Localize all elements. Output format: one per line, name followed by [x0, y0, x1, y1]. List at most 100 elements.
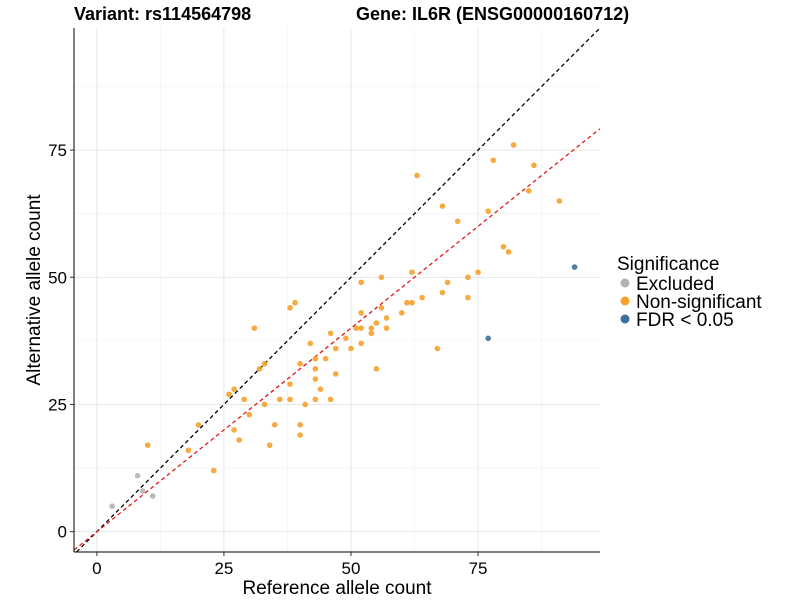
- data-point-non-significant: [287, 396, 293, 403]
- data-point-non-significant: [312, 355, 319, 362]
- data-point-non-significant: [368, 325, 375, 331]
- data-point-non-significant: [500, 243, 507, 250]
- data-point-non-significant: [465, 294, 471, 301]
- data-point-non-significant: [231, 386, 237, 393]
- legend-swatch-fdr: [620, 314, 630, 324]
- data-point-non-significant: [231, 427, 237, 433]
- data-point-non-significant: [343, 335, 349, 342]
- data-point-non-significant: [378, 274, 385, 281]
- data-point-non-significant: [348, 345, 354, 352]
- data-point-non-significant: [358, 340, 364, 347]
- data-point-non-significant: [144, 442, 151, 448]
- data-point-non-significant: [332, 345, 339, 352]
- data-point-non-significant: [368, 330, 375, 337]
- data-point-fdr-0-05: [485, 335, 491, 342]
- data-point-non-significant: [439, 203, 446, 209]
- legend-title: Significance: [617, 254, 719, 275]
- legend-swatch-non-significant: [620, 296, 630, 306]
- data-point-non-significant: [210, 467, 217, 474]
- x-tick-label: 50: [342, 559, 361, 578]
- data-point-non-significant: [266, 442, 273, 448]
- data-point-non-significant: [444, 279, 451, 286]
- data-point-non-significant: [277, 396, 283, 403]
- data-point-non-significant: [383, 325, 390, 331]
- data-point-non-significant: [373, 320, 380, 326]
- data-point-non-significant: [398, 310, 405, 316]
- y-tick-label: 50: [48, 268, 67, 287]
- reference-line-identity: [76, 27, 601, 553]
- data-point-excluded: [109, 503, 115, 510]
- data-point-non-significant: [271, 422, 278, 428]
- data-point-non-significant: [439, 289, 446, 296]
- data-point-non-significant: [485, 208, 491, 214]
- data-point-non-significant: [317, 386, 324, 393]
- data-point-non-significant: [419, 294, 425, 301]
- data-point-non-significant: [312, 376, 319, 382]
- y-tick-label: 25: [48, 395, 67, 414]
- legend-label-non-significant: Non-significant: [636, 292, 762, 313]
- axes: [73, 28, 600, 553]
- data-point-non-significant: [373, 366, 380, 372]
- data-point-non-significant: [409, 269, 415, 275]
- data-point-excluded: [134, 472, 141, 479]
- legend-item-excluded: Excluded: [620, 274, 714, 295]
- variant-title: Variant: rs114564798: [74, 4, 251, 24]
- data-point-non-significant: [322, 355, 329, 362]
- data-point-non-significant: [312, 396, 319, 403]
- gene-title: Gene: IL6R (ENSG00000160712): [356, 4, 629, 24]
- legend-label-fdr: FDR < 0.05: [636, 310, 734, 331]
- data-point-non-significant: [510, 142, 517, 148]
- data-point-non-significant: [312, 366, 319, 372]
- data-points: [109, 142, 578, 510]
- data-point-non-significant: [465, 274, 471, 281]
- legend: Significance Excluded Non-significant FD…: [617, 254, 762, 331]
- data-point-non-significant: [383, 315, 390, 321]
- data-point-non-significant: [505, 249, 512, 255]
- reference-lines: [73, 27, 601, 553]
- data-point-non-significant: [292, 299, 298, 306]
- y-axis-title: Alternative allele count: [24, 194, 45, 386]
- data-point-fdr-0-05: [571, 264, 578, 270]
- data-point-non-significant: [475, 269, 481, 275]
- legend-item-non-significant: Non-significant: [620, 292, 762, 313]
- data-point-non-significant: [526, 187, 532, 194]
- x-tick-label: 0: [92, 559, 101, 578]
- data-point-non-significant: [236, 437, 242, 443]
- x-axis-title: Reference allele count: [242, 578, 432, 599]
- data-point-non-significant: [297, 422, 303, 428]
- data-point-non-significant: [302, 401, 309, 408]
- x-tick-label: 75: [469, 559, 488, 578]
- data-point-non-significant: [195, 422, 202, 428]
- data-point-non-significant: [307, 340, 314, 347]
- y-tick-label: 0: [58, 523, 67, 542]
- data-point-non-significant: [332, 371, 339, 377]
- data-point-non-significant: [434, 345, 441, 352]
- data-point-non-significant: [246, 411, 253, 418]
- data-point-non-significant: [414, 172, 420, 179]
- data-point-non-significant: [327, 396, 334, 403]
- data-point-non-significant: [490, 157, 497, 164]
- data-point-non-significant: [185, 447, 192, 454]
- data-point-non-significant: [358, 325, 364, 331]
- data-point-non-significant: [256, 366, 263, 372]
- y-tick-label: 75: [48, 141, 67, 160]
- legend-swatch-excluded: [620, 278, 630, 288]
- data-point-excluded: [149, 493, 156, 499]
- legend-item-fdr: FDR < 0.05: [620, 310, 734, 331]
- x-tick-label: 25: [214, 559, 233, 578]
- data-point-non-significant: [404, 299, 410, 306]
- data-point-non-significant: [454, 218, 461, 225]
- data-point-non-significant: [297, 360, 303, 367]
- data-point-non-significant: [241, 396, 248, 403]
- data-point-excluded: [139, 488, 146, 494]
- data-point-non-significant: [287, 381, 293, 387]
- data-point-non-significant: [556, 198, 563, 204]
- data-point-non-significant: [251, 325, 258, 331]
- legend-label-excluded: Excluded: [636, 274, 714, 295]
- data-point-non-significant: [378, 305, 385, 311]
- data-point-non-significant: [353, 325, 359, 331]
- data-point-non-significant: [261, 360, 268, 367]
- reference-line-fit: [73, 128, 601, 551]
- ticks: 0 25 50 75 0 25 50 75: [48, 141, 487, 578]
